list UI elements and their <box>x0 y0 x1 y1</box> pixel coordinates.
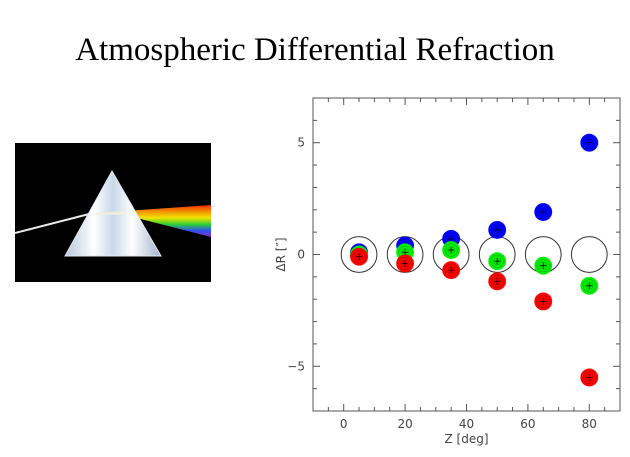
red-point-ring <box>352 250 366 264</box>
green-point-ring <box>582 279 596 293</box>
red-point-ring <box>493 277 502 286</box>
green-point-ring <box>493 257 502 266</box>
y-axis-label: ΔR [″] <box>274 237 288 271</box>
blue-point-ring <box>585 138 594 147</box>
blue-point-ring <box>539 208 548 216</box>
y-tick-label: −5 <box>287 359 305 373</box>
x-tick-label: 40 <box>459 417 474 431</box>
refraction-scatter-plot: 0 20 40 60 80 −5 0 5 Z [deg] ΔR [″] <box>274 97 621 446</box>
x-tick-label: 20 <box>397 417 412 431</box>
red-point-ring <box>536 294 550 309</box>
green-point-ring <box>536 259 550 273</box>
x-axis-label: Z [deg] <box>444 432 488 446</box>
reference-circle <box>340 236 378 273</box>
reference-circle <box>570 236 608 273</box>
red-point-ring <box>398 256 412 271</box>
red-point-ring <box>582 370 596 385</box>
x-tick-label: 80 <box>582 417 597 431</box>
green-point-ring <box>447 246 456 254</box>
red-point-ring <box>444 263 458 277</box>
red-point-ring <box>539 297 548 306</box>
x-tick-label: 0 <box>340 417 348 431</box>
green-point-ring <box>539 261 548 270</box>
y-tick-label: 0 <box>297 248 305 262</box>
refraction-chart: 0 20 40 60 80 −5 0 5 Z [deg] ΔR [″] <box>270 90 625 450</box>
green-point-ring <box>490 254 504 268</box>
red-point-ring <box>585 373 594 382</box>
green-point-ring <box>444 243 458 257</box>
prism-icon <box>15 143 211 282</box>
blue-point-ring <box>582 136 596 150</box>
blue-point-ring <box>493 226 502 234</box>
red-point-ring <box>490 274 504 288</box>
blue-point-ring <box>490 223 504 237</box>
green-point-ring <box>585 281 594 290</box>
y-tick-label: 5 <box>297 136 305 150</box>
x-tick-label: 60 <box>520 417 535 431</box>
red-point-ring <box>355 252 363 261</box>
slide-title: Atmospheric Differential Refraction <box>75 32 555 68</box>
red-point-ring <box>401 259 409 268</box>
blue-point-ring <box>536 205 550 219</box>
red-point-ring <box>447 266 456 275</box>
prism-dispersion-image <box>15 143 211 282</box>
